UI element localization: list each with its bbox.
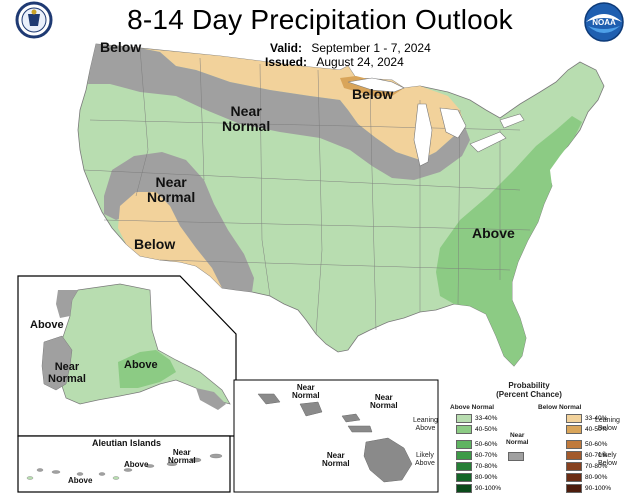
valid-line: Valid: September 1 - 7, 2024 xyxy=(270,41,431,55)
legend-above-bin: 40-50% xyxy=(456,425,497,434)
legend-above-bin-label: 33-40% xyxy=(475,415,498,422)
noaa-logo-icon: NOAA xyxy=(584,2,624,42)
noaa-logo-text: NOAA xyxy=(592,18,616,27)
legend-above-bin: 60-70% xyxy=(456,451,497,460)
issued-line: Issued: August 24, 2024 xyxy=(265,55,404,69)
legend-likely-above: Likely Above xyxy=(415,452,435,467)
state-lines xyxy=(83,47,531,335)
legend-title: Probability (Percent Chance) xyxy=(496,381,562,399)
legend-above-swatch xyxy=(456,425,472,434)
legend-below-bin-label: 70-80% xyxy=(585,463,608,470)
legend-above-bin: 70-80% xyxy=(456,462,497,471)
legend-above-bin-label: 90-100% xyxy=(475,485,502,492)
legend-below-bin-label: 80-90% xyxy=(585,474,608,481)
issued-label: Issued: xyxy=(265,55,308,69)
label-aleutian-title: Aleutian Islands xyxy=(92,438,162,448)
legend-below-header: Below Normal xyxy=(538,404,582,411)
legend-above-swatch xyxy=(456,462,472,471)
label-alaska-above-w: Above xyxy=(30,319,64,331)
label-below-southwest: Below xyxy=(134,236,176,252)
legend-below-swatch xyxy=(566,462,582,471)
label-hawaii-nn3: Near Normal xyxy=(322,451,350,469)
below-southwest xyxy=(118,192,222,288)
legend-leaning-below: Leaning Below xyxy=(595,417,620,432)
valid-value: September 1 - 7, 2024 xyxy=(311,41,431,55)
legend-above-header: Above Normal xyxy=(450,404,495,411)
legend-above-swatch xyxy=(456,484,472,493)
issued-value: August 24, 2024 xyxy=(316,55,404,69)
label-alaska-above-s: Above xyxy=(124,359,158,371)
label-hawaii-nn1: Near Normal xyxy=(292,383,320,401)
label-near-normal-north: Near Normal xyxy=(222,103,271,134)
alaska-panhandle-gray xyxy=(196,388,226,410)
conus-map xyxy=(77,43,605,367)
legend-above-swatch xyxy=(456,414,472,423)
legend-below-bin: 70-80% xyxy=(566,462,607,471)
legend-above-bin-label: 40-50% xyxy=(475,426,498,433)
label-hawaii-nn2: Near Normal xyxy=(370,393,398,411)
label-below-great-lakes: Below xyxy=(352,86,394,102)
alaska-inset xyxy=(17,275,237,437)
label-aleutian-near-normal: Near Normal xyxy=(168,448,196,466)
legend-below-bin: 90-100% xyxy=(566,484,611,493)
legend-near-swatch xyxy=(508,452,524,461)
legend-below-swatch xyxy=(566,440,582,449)
great-lakes xyxy=(347,77,525,167)
legend-below-bin: 80-90% xyxy=(566,473,607,482)
legend-below-bin: 60-70% xyxy=(566,451,607,460)
commerce-seal-icon xyxy=(15,1,53,39)
below-north xyxy=(96,44,464,160)
legend-below-bin: 40-50% xyxy=(566,425,607,434)
alaska-above-mid xyxy=(118,350,176,388)
legend-above-swatch xyxy=(456,473,472,482)
legend-below-swatch xyxy=(566,414,582,423)
legend-below-bin-label: 50-60% xyxy=(585,441,608,448)
legend-below-swatch xyxy=(566,484,582,493)
label-near-normal-west: Near Normal xyxy=(147,174,196,205)
label-below-nw: Below xyxy=(100,39,142,55)
above-mid-east xyxy=(436,116,582,366)
legend-above-bin: 80-90% xyxy=(456,473,497,482)
legend-below-bin-label: 40-50% xyxy=(585,426,608,433)
legend-near-normal: Near Normal xyxy=(506,432,529,447)
legend-leaning-above: Leaning Above xyxy=(413,417,438,432)
label-aleutian-above-2: Above xyxy=(68,476,93,485)
legend-above-bin-label: 70-80% xyxy=(475,463,498,470)
legend-above-swatch xyxy=(456,440,472,449)
legend-above-bin-label: 60-70% xyxy=(475,452,498,459)
legend-below-bin-label: 60-70% xyxy=(585,452,608,459)
legend-below-bin: 50-60% xyxy=(566,440,607,449)
legend-above-bin-label: 80-90% xyxy=(475,474,498,481)
alaska-near-normal-north xyxy=(56,290,78,318)
valid-label: Valid: xyxy=(270,41,303,55)
legend-below-bin: 33-40% xyxy=(566,414,607,423)
legend-above-bin-label: 50-60% xyxy=(475,441,498,448)
legend-below-swatch xyxy=(566,473,582,482)
legend-below-bin-label: 90-100% xyxy=(585,485,612,492)
hawaii-inset xyxy=(233,379,439,493)
near-normal-north xyxy=(88,44,470,180)
legend-below-bin-label: 33-40% xyxy=(585,415,608,422)
legend-above-bin: 50-60% xyxy=(456,440,497,449)
aleutian-inset xyxy=(17,435,231,493)
legend-likely-below: Likely Below xyxy=(598,452,618,467)
alaska-near-normal xyxy=(41,335,73,391)
map-title: 8-14 Day Precipitation Outlook xyxy=(127,4,513,35)
legend-above-bin: 33-40% xyxy=(456,414,497,423)
legend-above-bin: 90-100% xyxy=(456,484,501,493)
legend-below-swatch xyxy=(566,451,582,460)
legend-above-swatch xyxy=(456,451,472,460)
label-alaska-near-normal: Near Normal xyxy=(48,361,86,385)
label-aleutian-above-1: Above xyxy=(124,460,149,469)
label-above-east: Above xyxy=(472,225,515,241)
legend-below-swatch xyxy=(566,425,582,434)
